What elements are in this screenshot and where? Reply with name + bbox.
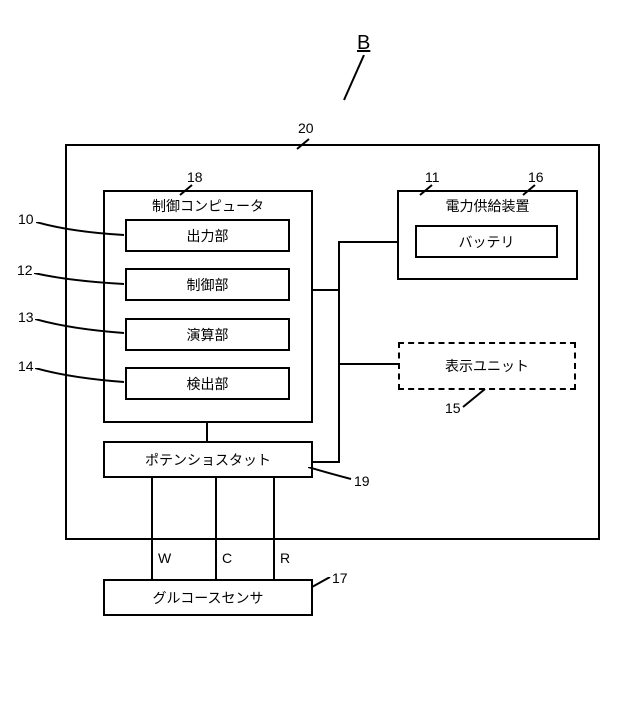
leader-17 <box>312 577 336 591</box>
line-w <box>151 478 153 579</box>
calc-block: 演算部 <box>125 318 290 351</box>
tick-18 <box>178 183 196 197</box>
title-b-label: B <box>357 32 370 55</box>
line-c <box>215 478 217 579</box>
line-trunk-display <box>338 363 398 365</box>
display-unit-label: 表示ユニット <box>445 356 529 376</box>
ref-14: 14 <box>18 358 34 374</box>
tick-11 <box>418 183 436 197</box>
detect-label: 検出部 <box>187 374 229 394</box>
display-unit-box: 表示ユニット <box>398 342 576 390</box>
potentiostat-label: ポテンショスタット <box>145 450 271 470</box>
output-label: 出力部 <box>187 226 229 246</box>
line-cc-pot <box>206 423 208 441</box>
electrode-c: C <box>222 550 232 566</box>
leader-13 <box>35 319 127 339</box>
power-supply-title: 電力供給装置 <box>446 192 530 216</box>
leader-14 <box>35 368 127 388</box>
leader-15 <box>460 389 490 409</box>
tick-20 <box>295 137 313 151</box>
tick-16 <box>521 183 539 197</box>
line-trunk-pot <box>313 461 340 463</box>
potentiostat-box: ポテンショスタット <box>103 441 313 478</box>
leader-19 <box>308 467 356 485</box>
leader-12 <box>34 273 126 291</box>
control-label: 制御部 <box>187 275 229 295</box>
leader-10 <box>36 222 126 242</box>
output-block: 出力部 <box>125 219 290 252</box>
ref-19: 19 <box>354 473 370 489</box>
ref-20: 20 <box>298 120 314 136</box>
line-r <box>273 478 275 579</box>
electrode-r: R <box>280 550 290 566</box>
control-block: 制御部 <box>125 268 290 301</box>
detect-block: 検出部 <box>125 367 290 400</box>
line-cc-right <box>313 289 340 291</box>
ref-15: 15 <box>445 400 461 416</box>
ref-10: 10 <box>18 211 34 227</box>
sensor-label: グルコースセンサ <box>152 588 263 608</box>
line-trunk <box>338 241 340 463</box>
line-trunk-power <box>338 241 397 243</box>
battery-label: バッテリ <box>459 232 515 252</box>
calc-label: 演算部 <box>187 325 229 345</box>
electrode-w: W <box>158 550 171 566</box>
title-arrow <box>339 55 369 105</box>
ref-13: 13 <box>18 309 34 325</box>
battery-box: バッテリ <box>415 225 558 258</box>
sensor-box: グルコースセンサ <box>103 579 313 616</box>
ref-12: 12 <box>17 262 33 278</box>
block-diagram: B 20 制御コンピュータ 18 出力部 制御部 演算部 検出部 10 12 1… <box>0 0 640 711</box>
control-computer-title: 制御コンピュータ <box>152 192 264 216</box>
